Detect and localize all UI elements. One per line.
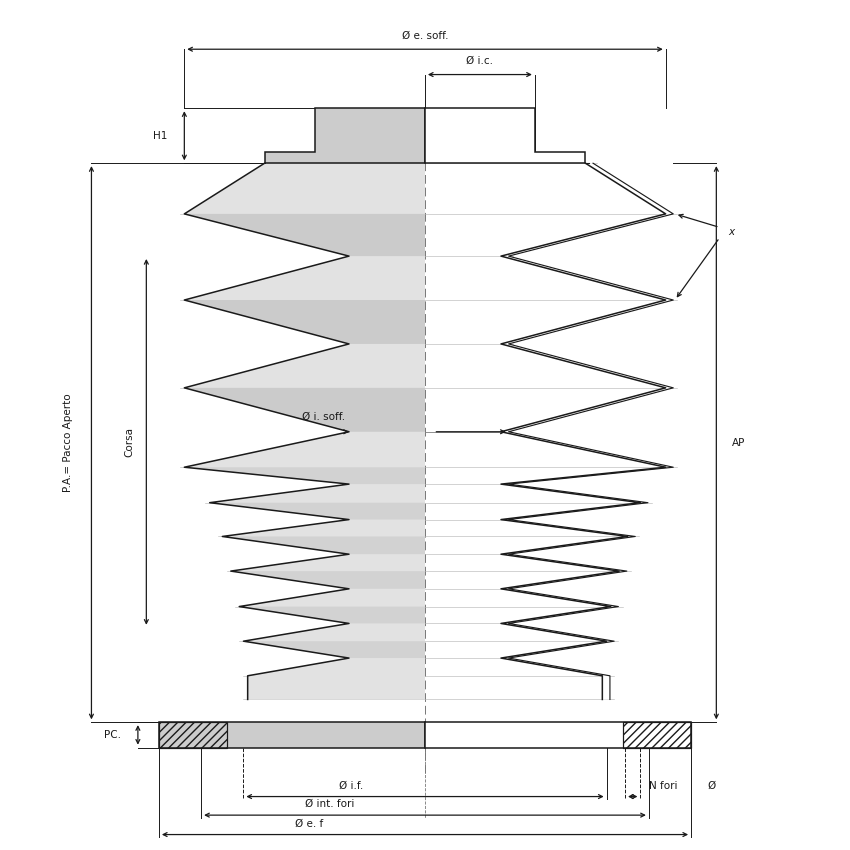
Text: N fori: N fori — [649, 780, 677, 791]
Text: Ø i.f.: Ø i.f. — [339, 780, 363, 791]
Text: Ø: Ø — [708, 780, 717, 791]
Text: Ø e. soff.: Ø e. soff. — [402, 31, 448, 41]
Polygon shape — [231, 571, 425, 589]
Text: P.A.= Pacco Aperto: P.A.= Pacco Aperto — [63, 394, 73, 492]
Polygon shape — [184, 468, 425, 484]
Polygon shape — [184, 388, 425, 432]
Polygon shape — [239, 607, 425, 623]
Text: PC.: PC. — [104, 730, 121, 740]
Polygon shape — [184, 214, 425, 256]
Polygon shape — [184, 163, 425, 700]
Polygon shape — [425, 722, 691, 748]
Polygon shape — [184, 300, 425, 344]
Polygon shape — [243, 641, 425, 658]
Text: x: x — [728, 227, 734, 236]
Polygon shape — [501, 163, 673, 700]
Text: AP: AP — [732, 438, 745, 448]
Polygon shape — [223, 536, 425, 554]
Text: Ø i.c.: Ø i.c. — [467, 56, 493, 66]
Text: Ø i. soff.: Ø i. soff. — [302, 411, 345, 422]
Polygon shape — [264, 108, 425, 163]
Text: H1: H1 — [153, 131, 167, 141]
Polygon shape — [159, 722, 425, 748]
Text: Ø int. fori: Ø int. fori — [305, 799, 354, 809]
Text: Corsa: Corsa — [124, 427, 134, 457]
Polygon shape — [425, 108, 586, 163]
Polygon shape — [210, 502, 425, 519]
Text: Ø e. f: Ø e. f — [295, 819, 323, 829]
